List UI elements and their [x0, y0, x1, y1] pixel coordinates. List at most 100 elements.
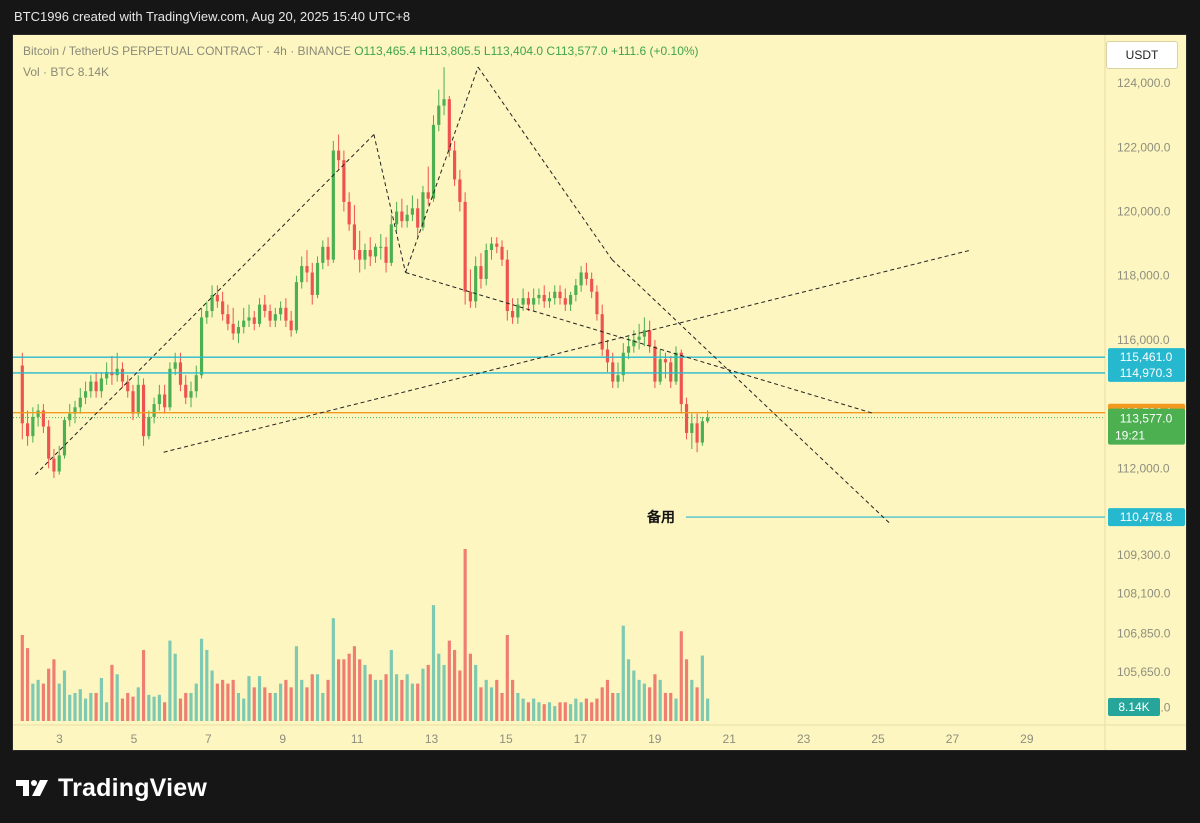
volume-bar: [89, 692, 93, 721]
candle-body: [157, 394, 161, 405]
price-tick-label: 116,000.0: [1117, 333, 1170, 347]
volume-bar: [416, 683, 420, 721]
volume-bar: [152, 696, 156, 721]
candle-body: [305, 266, 309, 273]
volume-bar: [41, 683, 45, 721]
candle-body: [131, 391, 135, 414]
volume-bar: [157, 694, 161, 721]
candle-body: [242, 320, 246, 328]
candle-body: [368, 250, 372, 257]
candle-body: [648, 330, 652, 347]
ohlc-change: +111.6 (+0.10%): [610, 44, 699, 58]
volume-bar: [584, 698, 588, 721]
candle-body: [152, 404, 156, 417]
candle-body: [553, 291, 557, 299]
candle-body: [257, 304, 262, 324]
time-tick-label: 29: [1020, 732, 1034, 746]
volume-bar: [47, 668, 51, 721]
volume-bar: [595, 698, 599, 721]
chart-panel[interactable]: 124,000.0 122,000.0 120,000.0 118,000.0 116,…: [12, 34, 1187, 751]
volume-bar: [226, 683, 230, 721]
candle-body: [358, 250, 362, 260]
volume-bar: [168, 640, 172, 721]
candle-body: [579, 272, 583, 286]
volume-bar: [141, 649, 146, 721]
candle-body: [690, 423, 694, 433]
volume-bar: [463, 549, 467, 721]
candle-body: [83, 391, 88, 398]
candle-body: [468, 291, 472, 302]
bar-countdown-label: 19:21: [1115, 429, 1145, 443]
volume-bar: [178, 698, 183, 721]
candle-body: [590, 278, 594, 292]
level-price-tag: [1108, 508, 1185, 527]
volume-bar: [115, 674, 119, 721]
candle-body: [395, 211, 399, 225]
candle-body: [263, 304, 267, 311]
candle-body: [215, 294, 219, 302]
candle-body: [231, 323, 235, 334]
candle-body: [542, 294, 546, 302]
volume-bar: [120, 698, 125, 721]
volume-bar: [189, 692, 193, 721]
candle-body: [463, 201, 467, 292]
candle-body: [147, 416, 151, 437]
quote-currency-button[interactable]: USDT: [1106, 41, 1178, 69]
candle-body: [637, 336, 641, 340]
candle-body: [442, 99, 446, 106]
volume-bar: [389, 649, 393, 721]
candle-body: [537, 294, 541, 299]
volume-bar: [632, 670, 636, 721]
volume-bar: [358, 659, 362, 721]
volume-legend: Vol · BTC 8.14K: [23, 65, 109, 79]
candle-body: [474, 266, 478, 302]
volume-bar: [542, 704, 546, 721]
volume-bar: [62, 670, 67, 721]
volume-bar: [663, 692, 668, 721]
volume-bar: [284, 679, 288, 721]
volume-bar: [579, 702, 583, 721]
candle-body: [136, 384, 140, 414]
volume-bar: [690, 679, 694, 721]
volume-bar: [199, 638, 204, 721]
candle-body: [389, 224, 393, 263]
volume-bar: [547, 702, 552, 721]
volume-bar: [221, 679, 225, 721]
volume-bar: [395, 674, 399, 721]
candle-body: [558, 291, 562, 299]
volume-bar: [83, 698, 88, 721]
price-chart[interactable]: 124,000.0 122,000.0 120,000.0 118,000.0 116,…: [13, 35, 1187, 751]
volume-bar: [305, 687, 309, 721]
time-tick-label: 13: [425, 732, 439, 746]
candle-body: [495, 243, 499, 247]
price-tick-label: 106,850.0: [1117, 627, 1171, 641]
volume-bar: [52, 659, 56, 721]
price-tick-label: 105,650.0: [1117, 665, 1171, 679]
candle-body: [526, 298, 530, 305]
candle-body: [605, 349, 610, 363]
volume-bar: [184, 692, 188, 721]
ohlc-low: L113,404.0: [483, 44, 544, 58]
volume-bar: [25, 648, 30, 721]
candle-body: [616, 375, 620, 382]
candle-body: [484, 250, 488, 279]
candle-body: [669, 362, 673, 382]
volume-bar: [410, 683, 414, 721]
candle-body: [373, 246, 378, 257]
volume-bar: [110, 664, 114, 721]
volume-bar: [294, 646, 299, 721]
candle-body: [352, 224, 357, 251]
candle-body: [516, 304, 520, 318]
volume-bar: [700, 655, 704, 721]
candle-body: [663, 359, 668, 363]
candle-body: [52, 458, 56, 472]
candle-body: [695, 423, 699, 443]
volume-bar: [236, 692, 241, 721]
candle-body: [236, 327, 241, 334]
candle-body: [437, 105, 441, 125]
candle-body: [184, 384, 188, 398]
volume-bar: [321, 692, 325, 721]
volume-bar: [510, 679, 515, 721]
candle-body: [621, 352, 625, 376]
candle-body: [331, 150, 335, 260]
